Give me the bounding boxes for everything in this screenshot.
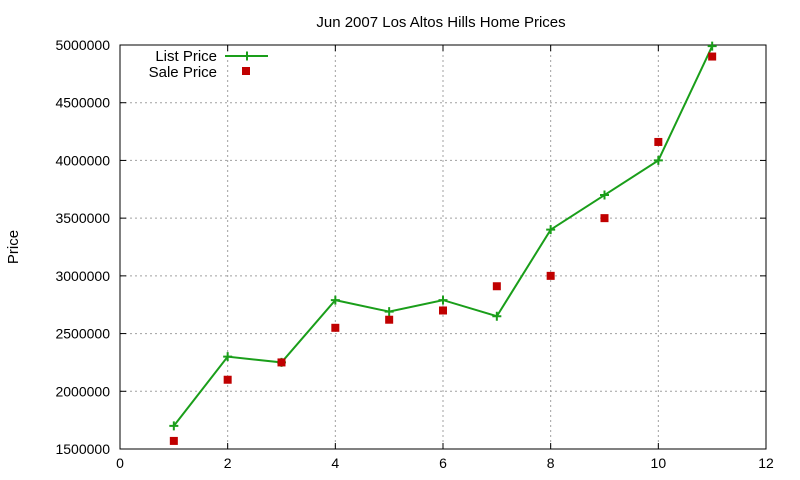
list-price-point — [492, 311, 502, 321]
chart-title: Jun 2007 Los Altos Hills Home Prices — [316, 14, 565, 31]
legend-marker-list-price — [242, 51, 252, 61]
y-tick-label: 4000000 — [55, 152, 110, 168]
plot-area-frame — [119, 44, 767, 450]
x-tick-label: 12 — [758, 455, 774, 471]
legend-marker-sale-price — [242, 67, 250, 75]
axis-ticks: 0 2 4 6 8 10 12 1500000 2000000 2500000 3000000 350… — [55, 37, 774, 471]
y-tick-label: 5000000 — [55, 37, 110, 53]
sale-price-point — [492, 282, 501, 291]
x-tick-label: 0 — [116, 455, 124, 471]
sale-price-point — [546, 271, 555, 280]
list-price-point — [169, 421, 179, 431]
y-tick-label: 1500000 — [55, 441, 110, 457]
y-tick-label: 3500000 — [55, 210, 110, 226]
legend: List Price Sale Price — [149, 48, 268, 81]
legend-label-list-price: List Price — [155, 48, 217, 65]
x-tick-label: 6 — [439, 455, 447, 471]
list-price-point — [546, 225, 556, 235]
sale-price-point — [385, 315, 394, 324]
y-tick-label: 4500000 — [55, 95, 110, 111]
sale-price-point — [708, 52, 717, 61]
x-tick-label: 8 — [547, 455, 555, 471]
list-price-point — [438, 295, 448, 305]
sale-price-point — [439, 306, 447, 315]
list-price-point — [653, 155, 663, 165]
list-price-point — [707, 41, 717, 51]
sale-price-point — [600, 214, 609, 223]
list-price-point — [600, 190, 609, 200]
y-axis-label: Price — [5, 230, 22, 264]
sale-price-point — [331, 323, 340, 332]
x-tick-label: 10 — [651, 455, 667, 471]
y-tick-label: 2500000 — [55, 326, 110, 342]
list-price-point — [330, 295, 340, 305]
series-layer — [169, 41, 717, 445]
y-tick-label: 3000000 — [55, 268, 110, 284]
list-price-point — [384, 307, 394, 317]
x-tick-label: 2 — [224, 455, 232, 471]
sale-price-point — [277, 358, 286, 367]
x-tick-label: 4 — [331, 455, 339, 471]
grid-lines — [120, 45, 766, 449]
legend-label-sale-price: Sale Price — [149, 64, 217, 81]
list-price-point — [223, 352, 233, 362]
sale-price-point — [654, 137, 663, 146]
y-tick-label: 2000000 — [55, 383, 110, 399]
sale-price-point — [223, 375, 232, 384]
sale-price-point — [169, 436, 178, 445]
